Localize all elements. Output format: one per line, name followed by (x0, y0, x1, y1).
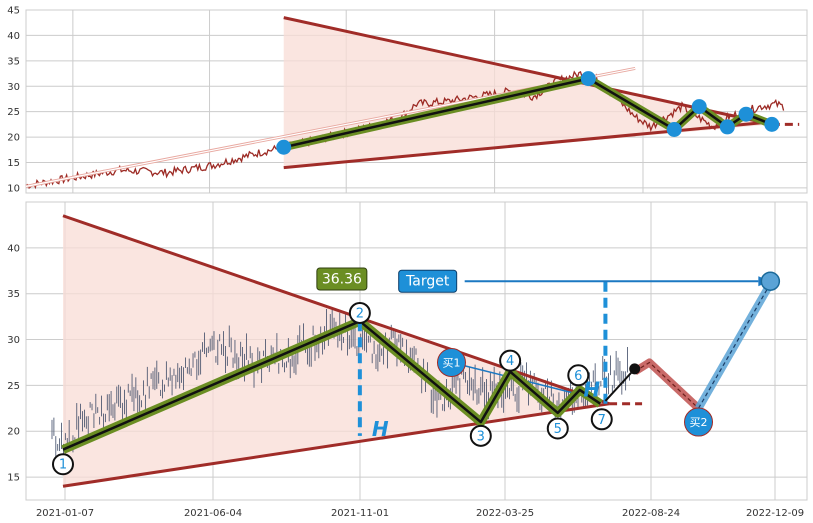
overview-triangle-lower (283, 120, 772, 170)
h-label-right: H (583, 377, 600, 401)
buy1-marker (436, 347, 466, 377)
overview-panel: 10 15 20 25 30 35 40 45 (7, 6, 808, 194)
projection-up-core (697, 280, 773, 409)
wave-point-4 (499, 349, 522, 372)
wave-point-label: 3 (477, 429, 485, 444)
detail-y-tick-label: 15 (7, 473, 20, 484)
wave-point-label: 4 (506, 354, 514, 369)
overview-triangle-upper (283, 16, 773, 126)
overview-y-tick-label: 20 (7, 133, 20, 144)
overview-wave-marker (580, 71, 596, 87)
overview-y-tick-label: 10 (7, 183, 20, 194)
target-marker (760, 271, 781, 291)
black-dot-marker (629, 363, 641, 375)
wave-point-5 (546, 417, 569, 440)
overview-wave-marker (764, 116, 780, 132)
detail-y-tick-label: 25 (7, 381, 20, 392)
overview-y-tick-label: 45 (7, 6, 20, 17)
arrow-to-dot (604, 368, 636, 402)
wave-point-label: 5 (554, 422, 562, 437)
wave-point-3 (469, 424, 492, 447)
wave-point-label: 6 (574, 369, 582, 384)
detail-y-tick-label: 35 (7, 289, 20, 300)
overview-y-tick-label: 40 (7, 31, 20, 42)
target-label: Target (405, 274, 450, 290)
buy2-marker (684, 407, 714, 437)
wave-point-7 (590, 408, 613, 431)
target-label-box (398, 269, 458, 293)
detail-x-tick-label: 2021-06-04 (184, 508, 242, 519)
detail-y-tick-label: 30 (7, 335, 20, 346)
wave-point-2 (348, 301, 371, 324)
overview-wave-marker (691, 99, 707, 115)
overview-y-tick-label: 30 (7, 82, 20, 93)
projection-down-core (634, 361, 699, 409)
wave-point-label: 2 (356, 306, 364, 321)
overview-y-tick-label: 25 (7, 107, 20, 118)
peak-value-box (316, 267, 368, 291)
detail-y-tick-label: 40 (7, 243, 20, 254)
overview-y-tick-label: 35 (7, 56, 20, 67)
buy2-label: 买2 (690, 416, 708, 429)
detail-triangle-upper (62, 214, 610, 406)
overview-wave-marker (276, 139, 292, 155)
wave-point-1 (51, 453, 74, 476)
detail-x-tick-label: 2021-11-01 (331, 508, 389, 519)
detail-y-tick-label: 20 (7, 427, 20, 438)
detail-triangle-lower (62, 402, 610, 488)
overview-wave-marker (666, 121, 682, 137)
detail-x-tick-label: 2022-08-24 (622, 508, 680, 519)
overview-wave-marker (719, 119, 735, 135)
overview-wave-marker (738, 106, 754, 122)
overview-y-tick-label: 15 (7, 158, 20, 169)
wave-point-label: 1 (59, 458, 67, 473)
detail-x-tick-label: 2022-03-25 (476, 508, 534, 519)
wave-point-6 (567, 364, 590, 387)
detail-x-tick-label: 2022-12-09 (746, 508, 804, 519)
peak-value-label: 36.36 (322, 272, 362, 288)
wave-point-label: 7 (598, 413, 606, 428)
detail-x-tick-label: 2021-01-07 (36, 508, 94, 519)
h-label-left: H (372, 417, 389, 441)
buy1-label: 买1 (442, 356, 460, 369)
